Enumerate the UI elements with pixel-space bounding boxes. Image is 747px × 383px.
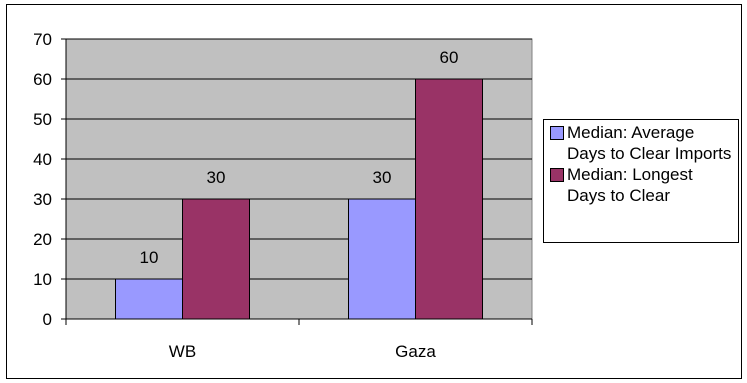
y-tick-label-70: 70 <box>33 30 52 49</box>
legend-label-longest: Median: Longest Days to Clear <box>567 165 693 205</box>
x-category-label-gaza: Gaza <box>395 342 436 361</box>
bar-gaza-series-1 <box>415 78 483 320</box>
bar-wb-series-1 <box>182 198 250 320</box>
bar-gaza-series-0 <box>348 198 416 320</box>
y-tick-label-0: 0 <box>43 310 52 329</box>
y-tick-label-30: 30 <box>33 190 52 209</box>
y-tick-label-60: 60 <box>33 70 52 89</box>
data-label-wb-series-1: 30 <box>207 168 226 187</box>
legend-label-average: Median: Average Days to Clear Imports <box>567 123 732 163</box>
legend-swatch-average <box>550 126 564 140</box>
y-tick-label-40: 40 <box>33 150 52 169</box>
y-tick-label-20: 20 <box>33 230 52 249</box>
data-label-wb-series-0: 10 <box>140 248 159 267</box>
chart-legend: Median: Average Days to Clear Imports Me… <box>543 119 739 243</box>
x-category-label-wb: WB <box>169 342 196 361</box>
data-label-gaza-series-1: 60 <box>440 48 459 67</box>
legend-swatch-longest <box>550 168 564 182</box>
y-tick-label-50: 50 <box>33 110 52 129</box>
data-label-gaza-series-0: 30 <box>373 168 392 187</box>
legend-item-average: Median: Average Days to Clear Imports <box>550 122 734 164</box>
bar-wb-series-0 <box>115 278 183 320</box>
y-tick-label-10: 10 <box>33 270 52 289</box>
legend-item-longest: Median: Longest Days to Clear <box>550 164 734 206</box>
